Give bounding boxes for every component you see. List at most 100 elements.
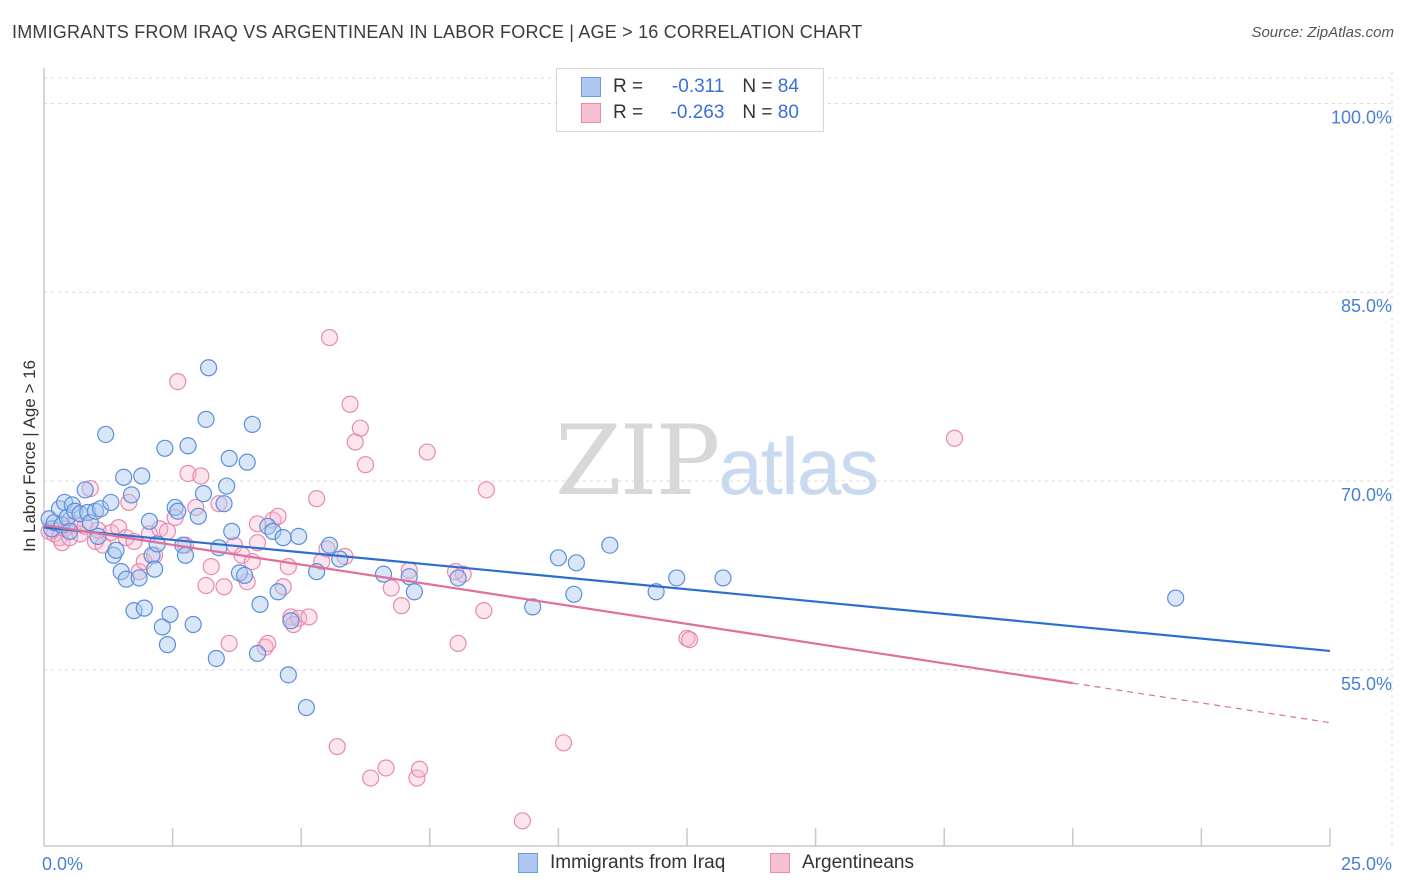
series-legend-item-iraq[interactable]: Immigrants from Iraq bbox=[518, 852, 725, 874]
legend-row-argentinean: R = -0.263 N = 80 bbox=[581, 101, 799, 125]
legend-n-label: N = bbox=[742, 76, 773, 97]
iraq-point bbox=[279, 666, 297, 684]
iraq-point bbox=[76, 481, 94, 499]
argentinean-point bbox=[197, 576, 215, 595]
iraq-point bbox=[161, 605, 179, 624]
iraq-point bbox=[565, 585, 583, 603]
y-tick-label: 70.0% bbox=[1341, 485, 1392, 505]
iraq-point bbox=[1167, 589, 1185, 607]
series-legend: Immigrants from Iraq Argentineans bbox=[0, 852, 1406, 878]
iraq-point bbox=[220, 449, 238, 467]
iraq-point bbox=[449, 569, 467, 587]
iraq-point bbox=[130, 569, 148, 587]
iraq-point bbox=[125, 602, 143, 620]
iraq-point bbox=[179, 437, 197, 455]
iraq-point bbox=[107, 541, 125, 559]
iraq-point bbox=[176, 546, 195, 564]
iraq-trend-line bbox=[43, 526, 1331, 653]
iraq-point bbox=[282, 612, 300, 630]
iraq-point bbox=[135, 599, 153, 617]
argentinean-point bbox=[300, 608, 318, 626]
x-tick-label-max: 25.0% bbox=[1341, 854, 1392, 874]
argentinean-point bbox=[475, 602, 493, 620]
iraq-point bbox=[320, 536, 339, 554]
iraq-point bbox=[259, 517, 277, 535]
argentinean-point bbox=[449, 634, 467, 652]
argentinean-point bbox=[680, 630, 699, 649]
argentinean-point bbox=[341, 395, 359, 413]
legend-n-label: N = bbox=[742, 102, 773, 123]
iraq-point bbox=[102, 493, 120, 512]
iraq-point bbox=[223, 522, 241, 540]
iraq-point bbox=[238, 453, 256, 471]
argentinean-point bbox=[410, 760, 429, 778]
iraq-point bbox=[117, 570, 135, 588]
trend-layer bbox=[43, 523, 1331, 724]
iraq-point bbox=[91, 500, 110, 518]
x-tick-label-min: 0.0% bbox=[42, 854, 83, 874]
tick-label-layer: 55.0% 70.0% 85.0% 100.0% 0.0% 25.0% bbox=[42, 107, 1392, 874]
legend-r-value-argentinean: -0.263 bbox=[670, 102, 725, 123]
legend-n-value-iraq: 84 bbox=[777, 76, 799, 97]
argentinean-point bbox=[418, 443, 436, 461]
iraq-point bbox=[133, 467, 151, 485]
legend-swatch-iraq bbox=[581, 77, 601, 97]
correlation-legend: R = -0.311 N = 84 R = -0.263 N = 80 bbox=[556, 68, 824, 132]
argentinean-point bbox=[202, 558, 220, 576]
argentinean-trend-line bbox=[43, 523, 1073, 685]
iraq-point bbox=[405, 583, 423, 601]
argentinean-point bbox=[269, 507, 287, 525]
iraq-point bbox=[269, 583, 287, 601]
iraq-point bbox=[524, 598, 542, 616]
iraq-point bbox=[158, 636, 177, 654]
argentinean-point bbox=[259, 634, 277, 652]
argentinean-point bbox=[328, 737, 346, 756]
watermark-zip: ZIP bbox=[555, 405, 720, 517]
series-legend-label-iraq: Immigrants from Iraq bbox=[550, 852, 726, 873]
iraq-point bbox=[274, 529, 292, 547]
series-legend-swatch-iraq bbox=[518, 853, 538, 873]
iraq-point bbox=[97, 425, 115, 444]
y-axis-label: In Labor Force | Age > 16 bbox=[20, 359, 39, 553]
iraq-point bbox=[297, 698, 315, 717]
iraq-point bbox=[115, 468, 133, 486]
argentinean-point bbox=[362, 769, 380, 787]
iraq-point bbox=[200, 359, 218, 377]
iraq-point bbox=[89, 527, 107, 546]
y-tick-label: 85.0% bbox=[1341, 296, 1392, 316]
watermark-atlas: atlas bbox=[718, 422, 879, 511]
iraq-point bbox=[251, 595, 269, 613]
chart-title: IMMIGRANTS FROM IRAQ VS ARGENTINEAN IN L… bbox=[12, 22, 863, 42]
points-layer bbox=[40, 328, 1185, 830]
watermark: ZIPatlas bbox=[555, 405, 879, 517]
legend-n-value-argentinean: 80 bbox=[777, 102, 799, 123]
iraq-point bbox=[194, 485, 213, 503]
iraq-point bbox=[243, 415, 261, 433]
argentinean-point bbox=[210, 495, 228, 513]
series-legend-item-argentinean[interactable]: Argentineans bbox=[770, 852, 914, 874]
iraq-point bbox=[331, 550, 349, 568]
iraq-point bbox=[189, 507, 207, 525]
iraq-point bbox=[197, 410, 215, 428]
iraq-point bbox=[236, 566, 254, 585]
series-legend-swatch-argentinean bbox=[770, 853, 790, 873]
axis-layer bbox=[43, 68, 1331, 847]
iraq-point bbox=[145, 560, 164, 578]
argentinean-point bbox=[308, 490, 326, 508]
argentinean-point bbox=[477, 481, 495, 499]
argentinean-point bbox=[215, 578, 233, 596]
argentinean-point bbox=[377, 759, 395, 777]
iraq-point bbox=[290, 527, 308, 546]
iraq-point bbox=[714, 569, 732, 587]
iraq-point bbox=[264, 522, 282, 540]
argentinean-point bbox=[554, 734, 573, 752]
argentinean-point bbox=[179, 464, 197, 483]
argentinean-point bbox=[351, 419, 369, 437]
iraq-point bbox=[207, 649, 225, 668]
iraq-point bbox=[215, 495, 233, 513]
iraq-point bbox=[169, 502, 187, 520]
argentinean-point bbox=[513, 812, 531, 830]
y-tick-label: 55.0% bbox=[1341, 674, 1392, 694]
argentinean-trend-extension bbox=[1072, 682, 1331, 724]
